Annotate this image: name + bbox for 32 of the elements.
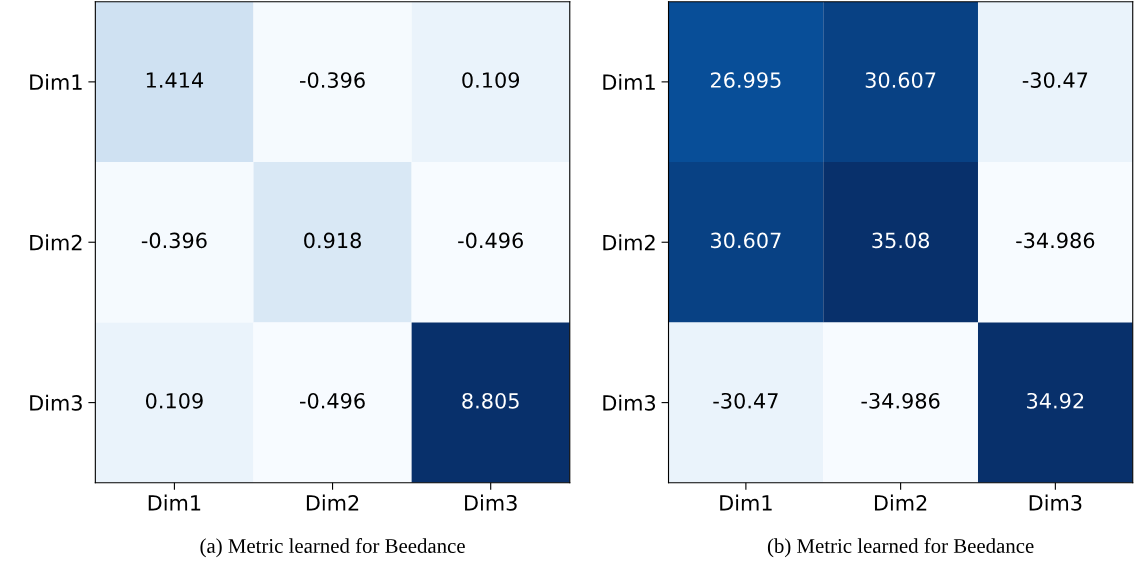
data-label: -30.47 bbox=[713, 392, 778, 409]
data-label: -0.496 bbox=[299, 392, 365, 409]
x-tick-label: Dim3 bbox=[465, 494, 517, 511]
text: (b) Metric learned for Beedance bbox=[767, 538, 1034, 558]
x-tick-label: Dim2 bbox=[306, 494, 359, 511]
y-tick-label: Dim3 bbox=[30, 394, 82, 411]
x-tick-label: Dim1 bbox=[720, 494, 772, 511]
data-label: 34.92 bbox=[1027, 392, 1084, 409]
data-label: 0.109 bbox=[462, 72, 520, 88]
data-label: 0.109 bbox=[145, 392, 203, 409]
data-label: 1.414 bbox=[146, 72, 204, 88]
x-tick-label: Dim1 bbox=[148, 494, 201, 511]
y-tick-label: Dim3 bbox=[603, 394, 656, 411]
data-label: 8.805 bbox=[462, 392, 519, 409]
data-label: 30.607 bbox=[865, 72, 936, 88]
data-label: 30.607 bbox=[711, 232, 781, 249]
data-label: -34.986 bbox=[1016, 232, 1095, 249]
data-label: -34.986 bbox=[861, 392, 940, 409]
data-label: -0.396 bbox=[141, 232, 207, 249]
data-label: -0.396 bbox=[299, 72, 365, 88]
x-tick-label: Dim2 bbox=[874, 494, 927, 511]
data-label: 35.08 bbox=[872, 232, 930, 249]
x-tick-label: Dim3 bbox=[1029, 494, 1082, 511]
data-label: -30.47 bbox=[1022, 72, 1088, 88]
y-tick-label: Dim2 bbox=[603, 234, 655, 251]
data-label: -0.496 bbox=[458, 232, 523, 249]
data-label: 0.918 bbox=[304, 232, 361, 249]
text: (a) Metric learned for Beedance bbox=[200, 538, 465, 558]
y-tick-label: Dim1 bbox=[603, 73, 655, 90]
data-label: 26.995 bbox=[710, 72, 781, 88]
y-tick-label: Dim2 bbox=[30, 234, 82, 251]
y-tick-label: Dim1 bbox=[30, 73, 82, 90]
